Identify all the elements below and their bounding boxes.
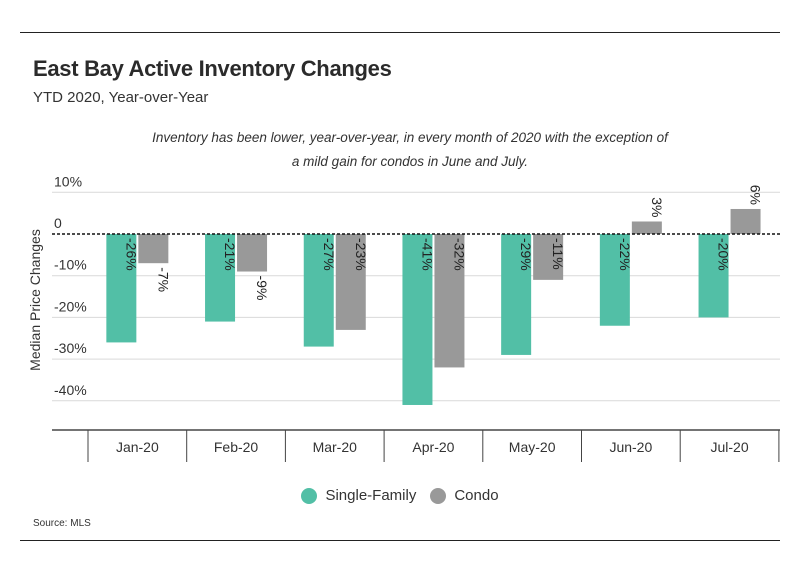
- bar-condo: [138, 234, 169, 264]
- data-label: -7%: [155, 267, 171, 292]
- data-label: -9%: [254, 276, 270, 301]
- chart-title: East Bay Active Inventory Changes: [33, 56, 392, 81]
- bar-single-family: [205, 234, 236, 322]
- data-label: -32%: [451, 238, 467, 271]
- x-tick-label: Jun-20: [609, 439, 652, 455]
- bar-condo: [730, 208, 761, 234]
- x-tick-label: Apr-20: [412, 439, 454, 455]
- bar-single-family: [501, 234, 532, 355]
- chart-subtitle: YTD 2020, Year-over-Year: [33, 89, 209, 106]
- bar-single-family: [402, 234, 433, 405]
- bar-single-family: [106, 234, 137, 343]
- legend: Single-Family Condo: [0, 487, 800, 504]
- legend-item-condo: Condo: [430, 487, 499, 504]
- y-tick-label: 10%: [54, 173, 82, 189]
- data-label: -29%: [518, 238, 534, 271]
- legend-label-condo: Condo: [454, 487, 499, 504]
- bar-condo: [434, 234, 465, 368]
- chart-annotation: Inventory has been lower, year-over-year…: [152, 130, 668, 169]
- data-label: 3%: [649, 197, 665, 217]
- source-note: Source: MLS: [33, 518, 91, 529]
- y-tick-label: -40%: [54, 382, 87, 398]
- legend-swatch-single-family: [301, 487, 318, 504]
- bar-single-family: [698, 234, 729, 318]
- top-rule: [20, 32, 780, 33]
- data-label: -22%: [617, 238, 633, 271]
- bar-condo: [335, 234, 366, 330]
- x-tick-label: Jul-20: [710, 439, 748, 455]
- x-tick-label: Feb-20: [214, 439, 259, 455]
- x-tick-label: May-20: [509, 439, 556, 455]
- data-label: 6%: [748, 185, 764, 205]
- bottom-rule: [20, 540, 780, 541]
- data-label: -11%: [550, 238, 566, 270]
- data-label: -20%: [716, 238, 732, 271]
- y-tick-label: -20%: [54, 298, 87, 314]
- legend-label-single-family: Single-Family: [325, 487, 417, 504]
- y-tick-label: 0: [54, 215, 62, 231]
- bar-condo: [533, 234, 564, 280]
- data-label: -27%: [321, 238, 337, 271]
- y-axis-label: Median Price Changes: [27, 229, 43, 371]
- bar-single-family: [303, 234, 334, 347]
- x-tick-label: Jan-20: [116, 439, 159, 455]
- x-tick-label: Mar-20: [313, 439, 358, 455]
- legend-item-single-family: Single-Family: [301, 487, 416, 504]
- bar-single-family: [599, 234, 630, 326]
- data-label: -21%: [222, 238, 238, 271]
- bar-condo: [631, 221, 662, 234]
- data-label: -23%: [353, 238, 369, 271]
- y-tick-label: -30%: [54, 340, 87, 356]
- legend-swatch-condo: [430, 487, 447, 504]
- y-tick-label: -10%: [54, 257, 87, 273]
- data-label: -26%: [123, 238, 139, 271]
- data-label: -41%: [419, 238, 435, 271]
- bar-condo: [237, 234, 268, 272]
